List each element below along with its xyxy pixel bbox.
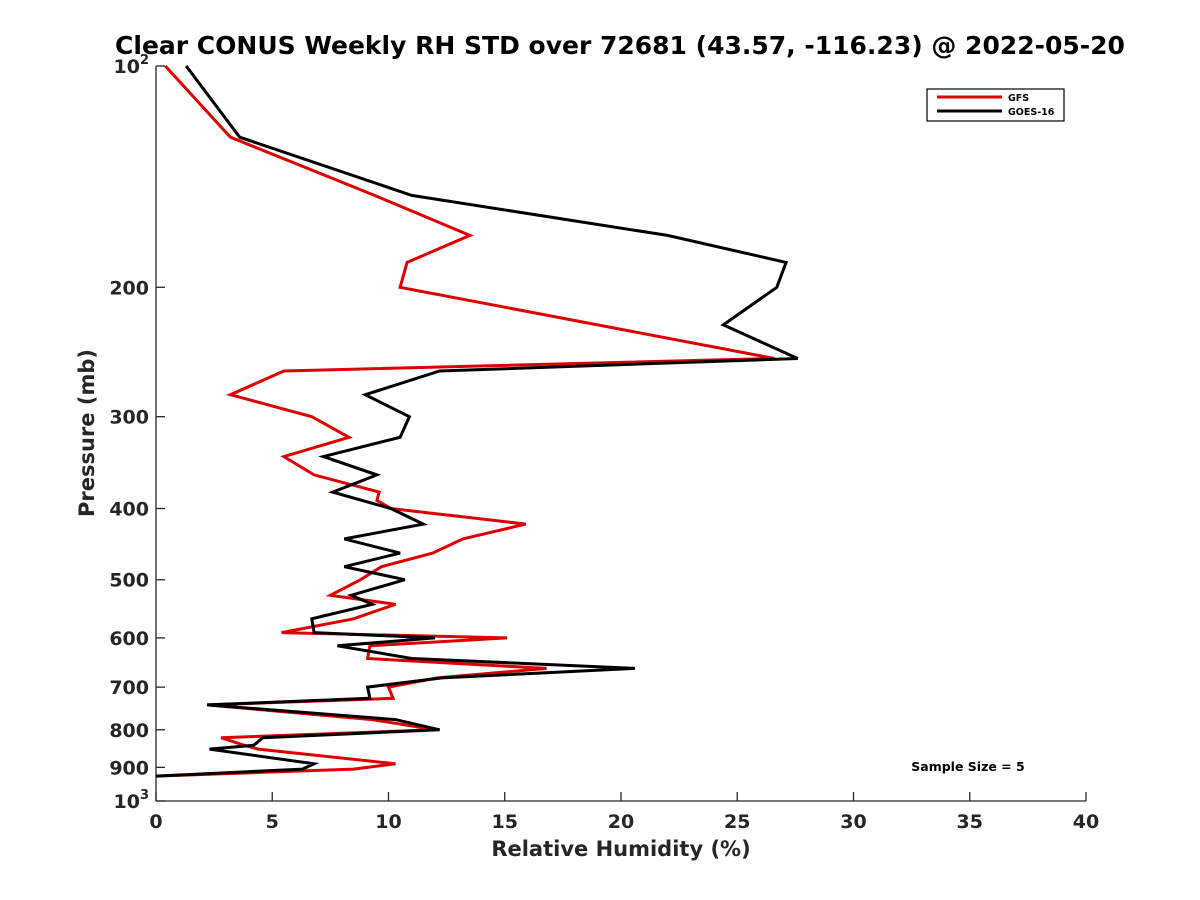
x-tick-label: 30: [840, 811, 866, 833]
y-tick-label: 800: [109, 720, 149, 742]
legend: GFS GOES-16: [926, 88, 1065, 122]
y-ticks: 102 200 300 400 500 600 700 800 900 103: [109, 53, 165, 813]
y-tick-label: 400: [109, 499, 149, 521]
series-group: [155, 64, 799, 778]
x-tick-label: 20: [608, 811, 634, 833]
x-tick-label: 40: [1073, 811, 1099, 833]
x-tick-label: 0: [149, 811, 162, 833]
x-ticks: 0 5 10 15 20 25 30 35 40: [149, 792, 1099, 833]
legend-box: [926, 88, 1065, 122]
y-tick-label: 102: [114, 53, 150, 78]
y-axis-label: Pressure (mb): [75, 349, 99, 517]
series-line-goes-16: [155, 65, 799, 778]
legend-label-gfs: GFS: [1008, 93, 1029, 104]
sample-size-annotation: Sample Size = 5: [911, 759, 1024, 774]
x-tick-label: 10: [375, 811, 401, 833]
y-tick-label: 103: [114, 788, 150, 813]
y-tick-label: 700: [109, 677, 149, 699]
x-tick-label: 25: [724, 811, 750, 833]
y-tick-label: 600: [109, 628, 149, 650]
x-tick-label: 35: [957, 811, 983, 833]
legend-label-goes-16: GOES-16: [1008, 107, 1055, 118]
y-tick-label: 300: [109, 407, 149, 429]
y-tick-label: 500: [109, 570, 149, 592]
y-tick-label: 200: [109, 277, 149, 299]
series-line-gfs: [155, 64, 775, 778]
x-axis-label: Relative Humidity (%): [491, 837, 750, 861]
x-tick-label: 15: [492, 811, 518, 833]
y-tick-label: 900: [109, 757, 149, 779]
x-tick-label: 5: [266, 811, 279, 833]
chart-title: Clear CONUS Weekly RH STD over 72681 (43…: [115, 31, 1125, 60]
